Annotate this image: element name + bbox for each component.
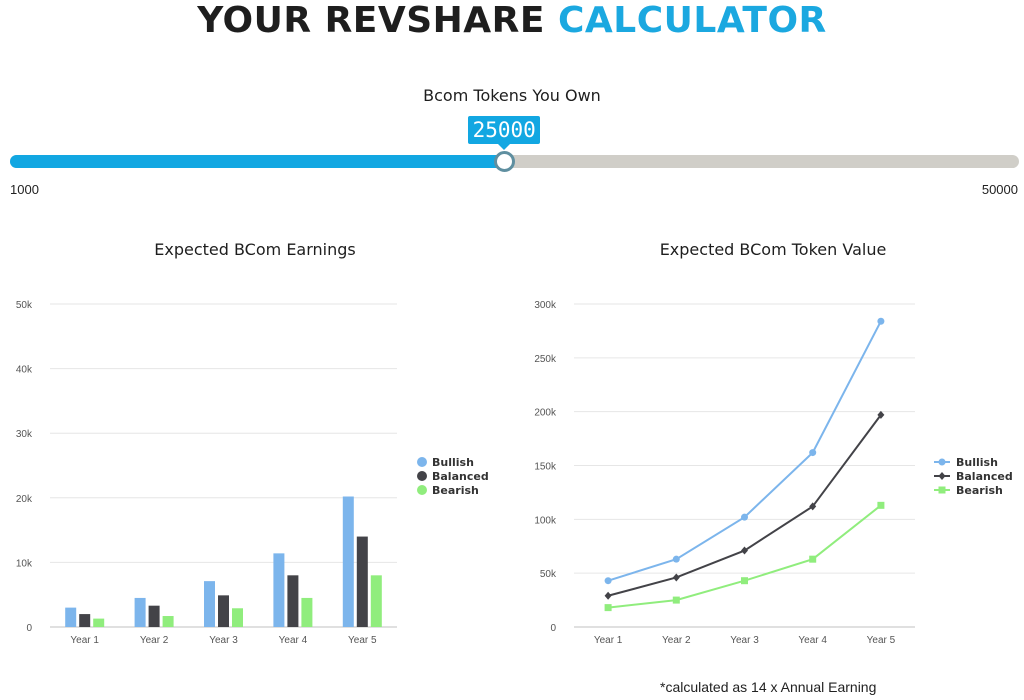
x-tick-label: Year 4 [279,635,308,646]
data-point [877,501,885,509]
legend-label: Bullish [956,456,998,469]
bar [148,605,160,627]
x-tick-label: Year 3 [730,635,759,646]
data-point [741,546,748,555]
token-slider-handle[interactable] [494,151,516,172]
y-tick-label: 300k [534,300,557,311]
x-tick-label: Year 3 [209,635,238,646]
y-tick-label: 10k [16,558,33,569]
data-point [938,486,946,494]
bar [273,553,285,627]
page-title-accent: CALCULATOR [558,0,827,41]
y-tick-label: 100k [534,515,557,526]
x-tick-label: Year 1 [70,635,99,646]
data-point [809,555,817,563]
bar [162,616,174,627]
bar [232,608,243,627]
y-tick-label: 250k [534,354,557,365]
y-tick-label: 40k [16,365,33,376]
bar [65,607,77,627]
bar [356,536,368,627]
bar [301,597,313,627]
legend-label: Bearish [432,484,479,497]
x-tick-label: Year 1 [594,635,623,646]
data-point [741,513,748,521]
footnote: *calculated as 14 x Annual Earning [660,679,877,695]
y-tick-label: 30k [16,429,33,440]
data-point [672,573,680,582]
slider-max-label: 50000 [981,182,1018,197]
legend-label: Bullish [432,456,474,469]
legend-label: Bearish [956,484,1003,497]
token-value-line-chart: 0 50k 100k 150k 200k 250k 300k Year 1 Year 2 Year… [534,300,1013,646]
y-tick-label: 50k [16,300,33,311]
data-point [604,591,612,600]
earnings-chart-title: Expected BCom Earnings [154,240,356,259]
legend-label: Balanced [432,470,489,483]
page-title-main: YOUR REVSHARE [197,0,559,41]
x-tick-label: Year 4 [798,635,827,646]
legend-marker [417,457,427,467]
legend-marker [417,485,427,495]
x-tick-label: Year 2 [662,635,691,646]
bar [218,595,229,627]
bar [79,614,91,627]
slider-value-tooltip: 25000 [468,116,541,150]
data-point [741,577,748,585]
token-value-chart-title: Expected BCom Token Value [659,240,887,259]
y-tick-label: 20k [16,494,33,505]
bar [134,597,146,627]
y-tick-label: 200k [534,408,557,419]
bar [342,496,354,627]
data-point [604,604,612,612]
y-tick-label: 0 [550,623,556,634]
bar [287,575,299,627]
data-point [809,502,817,511]
x-tick-label: Year 5 [867,635,896,646]
legend-marker [417,471,427,481]
data-point [877,317,885,325]
data-point [672,596,680,604]
x-tick-label: Year 5 [348,635,377,646]
y-tick-label: 0 [26,623,32,634]
data-point [877,410,885,419]
data-point [604,577,612,585]
bar [93,618,105,627]
series-line [607,320,882,582]
bar [370,575,382,627]
data-point [672,555,680,563]
earnings-bar-chart: 0 10k 20k 30k 40k 50k Year 1 Year 2 Year 3 Year 4… [16,300,489,646]
x-tick-label: Year 2 [140,635,169,646]
y-tick-label: 50k [540,569,557,580]
data-point [938,472,946,480]
slider-min-label: 1000 [10,182,39,197]
y-tick-label: 150k [534,462,557,473]
bar [204,581,215,627]
token-slider-fill [10,155,505,168]
page-title: YOUR REVSHARE CALCULATOR [0,0,1024,42]
slider-label: Bcom Tokens You Own [423,86,601,105]
data-point [809,449,817,457]
legend-label: Balanced [956,470,1013,483]
data-point [938,458,946,466]
